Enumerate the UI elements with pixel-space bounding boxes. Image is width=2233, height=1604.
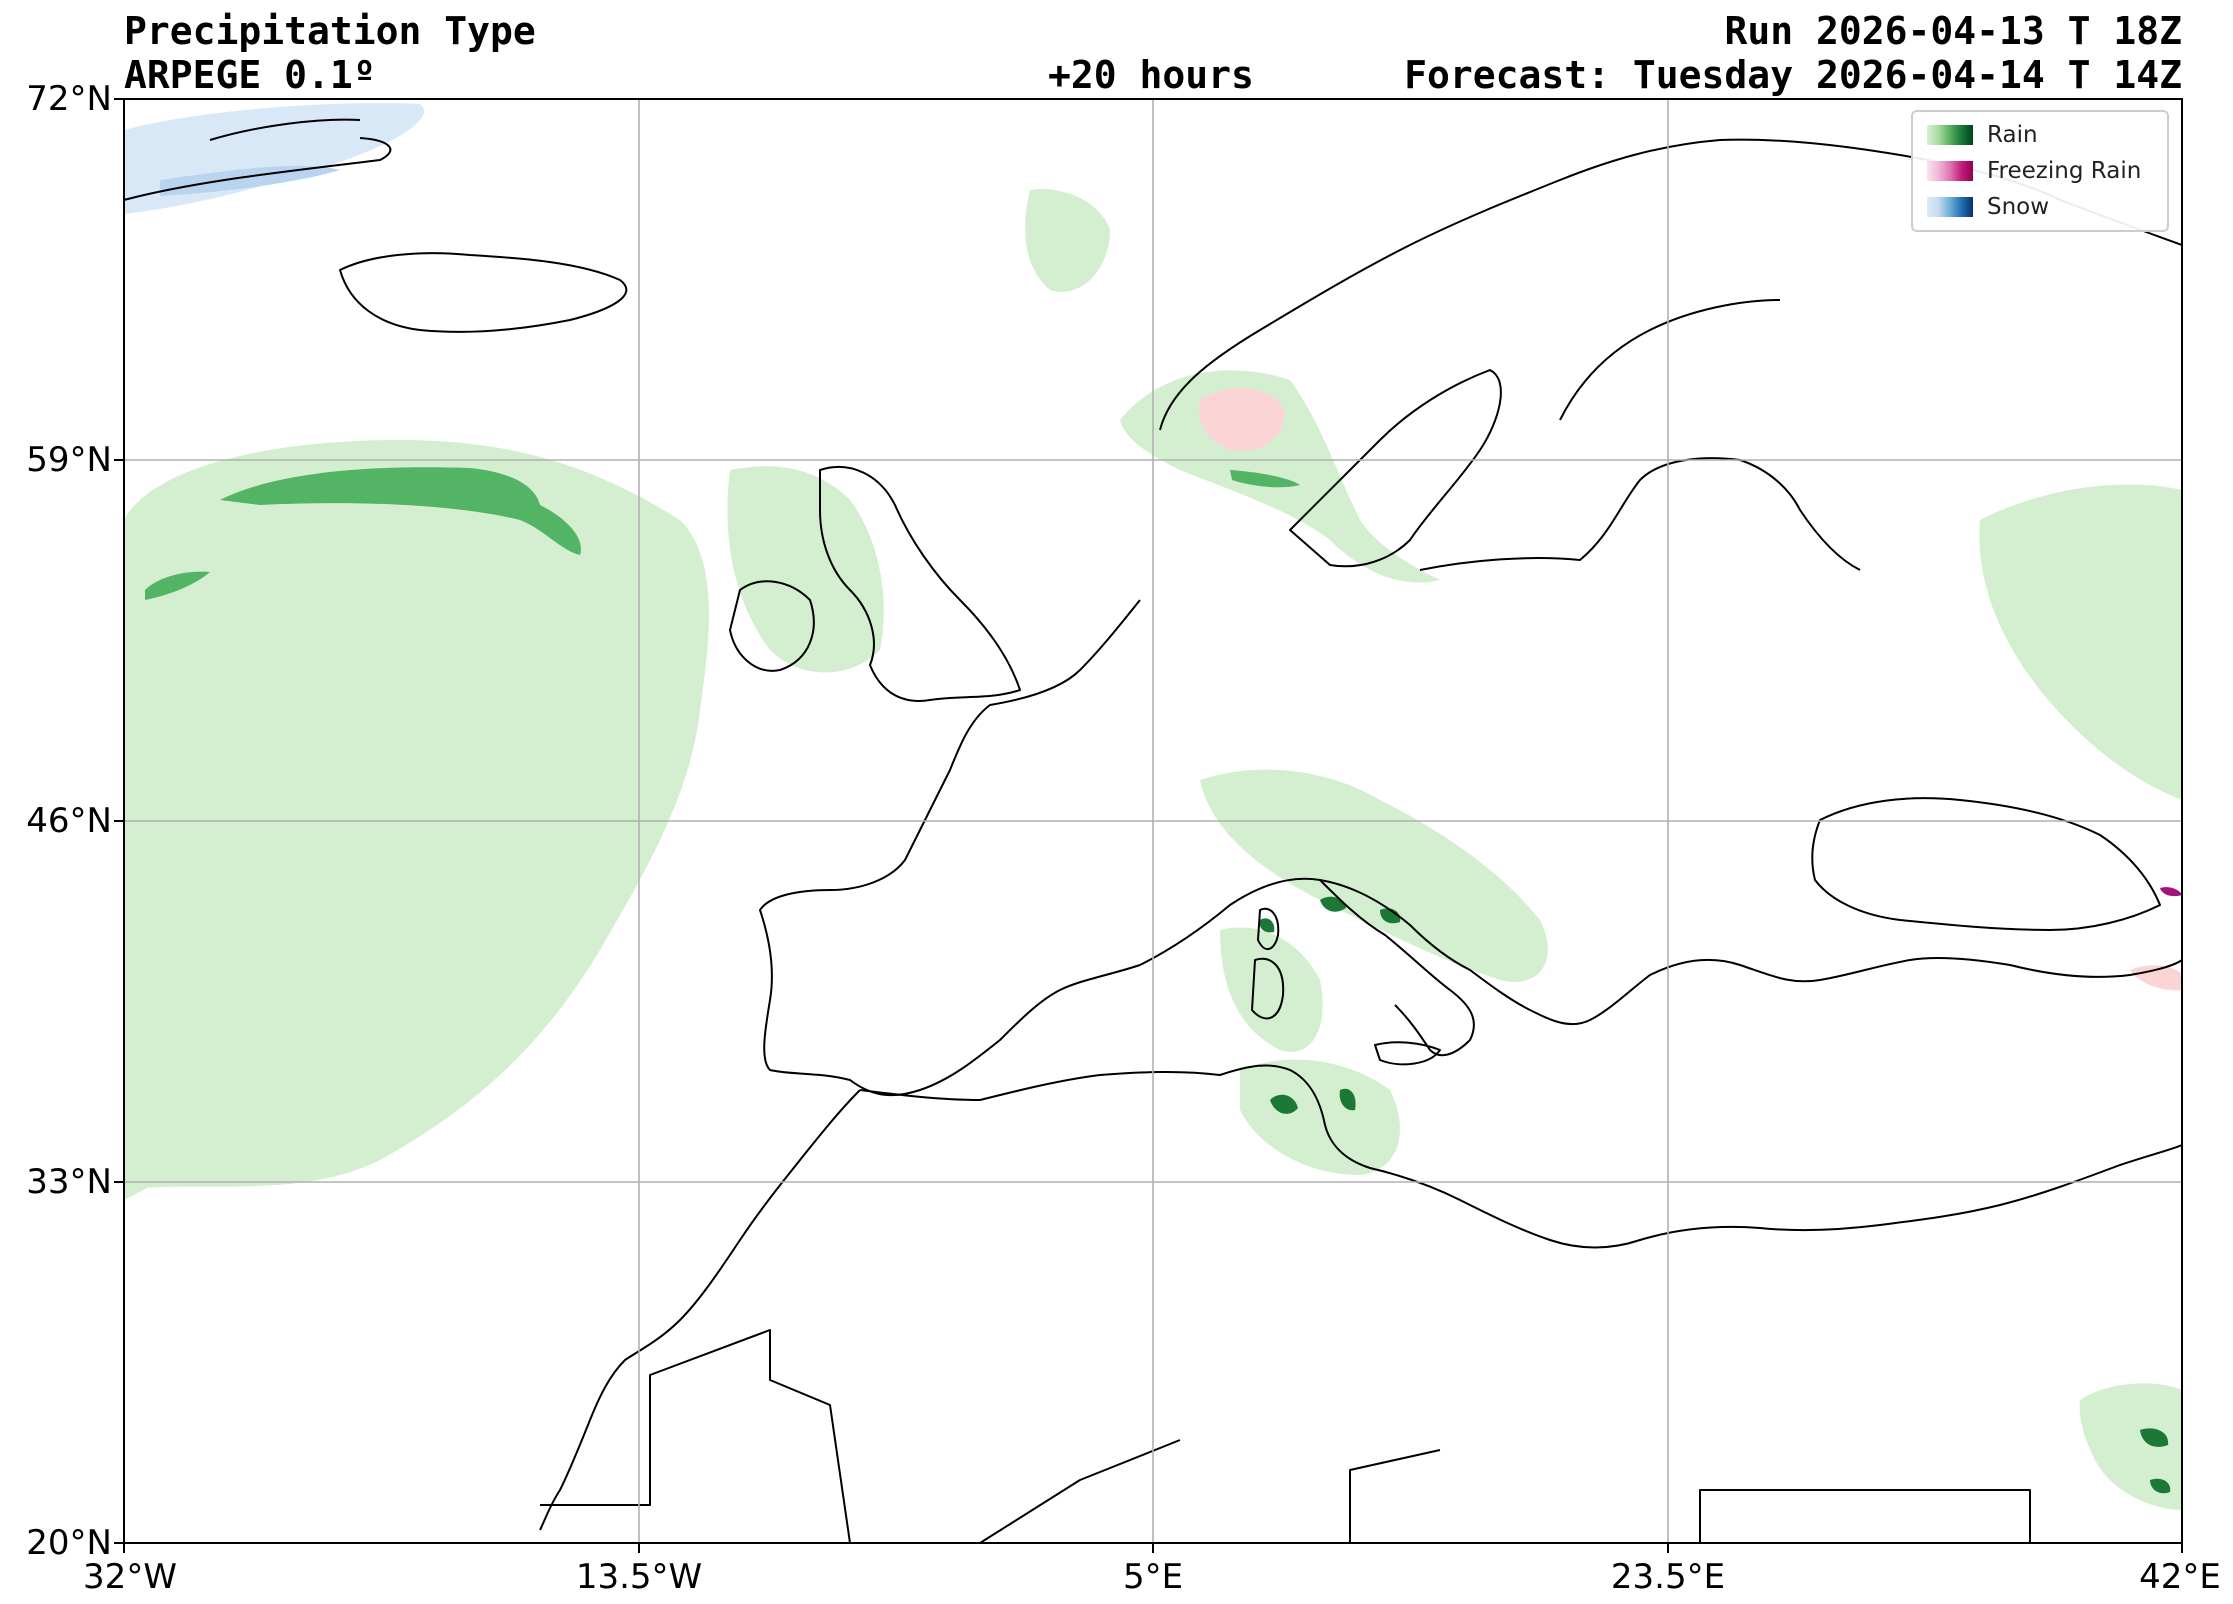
coast-italy	[1319, 879, 1475, 1057]
lat-label-33n: 33°N	[26, 1162, 112, 1202]
coast-finland	[1559, 299, 1781, 421]
model-label: ARPEGE 0.1º	[124, 53, 376, 97]
legend-label-rain: Rain	[1987, 122, 2038, 148]
rain-area-uk	[727, 466, 884, 673]
legend-item-rain: Rain	[1927, 122, 2038, 148]
lat-label-59n: 59°N	[26, 440, 112, 480]
rain-area-ukraine	[1979, 484, 2182, 800]
axis-ticks	[114, 98, 2183, 1553]
legend-swatch-rain	[1927, 125, 1973, 145]
rain-streak-norway	[1230, 470, 1300, 488]
freezing-streak-caucasus	[2160, 887, 2182, 897]
coast-france-iberia	[759, 599, 1141, 1097]
coast-black-sea	[1811, 797, 2161, 931]
coast-iceland	[339, 252, 628, 333]
lon-label-13-5w: 13.5°W	[575, 1557, 703, 1597]
rain-area-tunisia	[1240, 1059, 1400, 1175]
rain-dots-tunisia	[1270, 1088, 1356, 1114]
legend-label-snow: Snow	[1987, 194, 2050, 220]
legend-label-freezing-rain: Freezing Rain	[1987, 158, 2142, 184]
rain-area-northsea	[1025, 189, 1110, 292]
precip-layer	[124, 103, 2182, 1510]
rain-streak-small	[145, 571, 210, 600]
map-title: Precipitation Type	[124, 9, 536, 53]
legend-item-freezing-rain: Freezing Rain	[1927, 158, 2142, 184]
freezing-area-norway	[1198, 387, 1285, 451]
coast-ireland	[729, 580, 815, 672]
coast-sicily	[1374, 1041, 1441, 1066]
coast-greenland	[124, 118, 392, 201]
lon-label-42e: 42°E	[2139, 1557, 2221, 1597]
coast-great-britain	[819, 465, 1021, 702]
legend-swatch-freezing-rain	[1927, 161, 1973, 181]
legend-swatch-snow	[1927, 197, 1973, 217]
lead-time: +20 hours	[1048, 53, 1254, 97]
lon-label-5e: 5°E	[1122, 1557, 1184, 1597]
rain-streak-atlantic	[220, 467, 581, 555]
rain-dots-italy	[1259, 896, 1401, 933]
coast-north-africa	[859, 1064, 2182, 1249]
lon-label-32w: 32°W	[83, 1557, 177, 1597]
legend-item-snow: Snow	[1927, 194, 2050, 220]
gridlines	[124, 99, 2182, 1543]
coast-morocco	[539, 1089, 861, 1531]
coast-sardinia	[1251, 957, 1285, 1020]
rain-area-tyrrhenian	[1220, 927, 1323, 1052]
coast-corsica	[1257, 907, 1280, 950]
forecast-time: Forecast: Tuesday 2026-04-14 T 14Z	[1404, 53, 2182, 97]
border-africa	[540, 1329, 2031, 1543]
rain-area-atlantic	[124, 440, 709, 1190]
lat-label-46n: 46°N	[26, 801, 112, 841]
lat-label-20n: 20°N	[26, 1523, 112, 1563]
run-time: Run 2026-04-13 T 18Z	[1724, 9, 2182, 53]
snow-area-greenland-inner	[160, 165, 340, 196]
lat-label-72n: 72°N	[26, 79, 112, 119]
coastlines	[124, 118, 2182, 1543]
rain-area-italy	[1200, 769, 1548, 982]
legend: Rain Freezing Rain Snow	[1911, 110, 2169, 232]
rain-dots-redsea	[2140, 1428, 2171, 1494]
lon-label-23-5e: 23.5°E	[1610, 1557, 1726, 1597]
rain-area-norway	[1120, 370, 1440, 583]
coast-sweden	[1289, 369, 1502, 568]
coast-baltic	[1419, 457, 1861, 571]
rain-area-atlantic-tail	[124, 700, 660, 1200]
rain-area-redsea	[2079, 1383, 2182, 1510]
